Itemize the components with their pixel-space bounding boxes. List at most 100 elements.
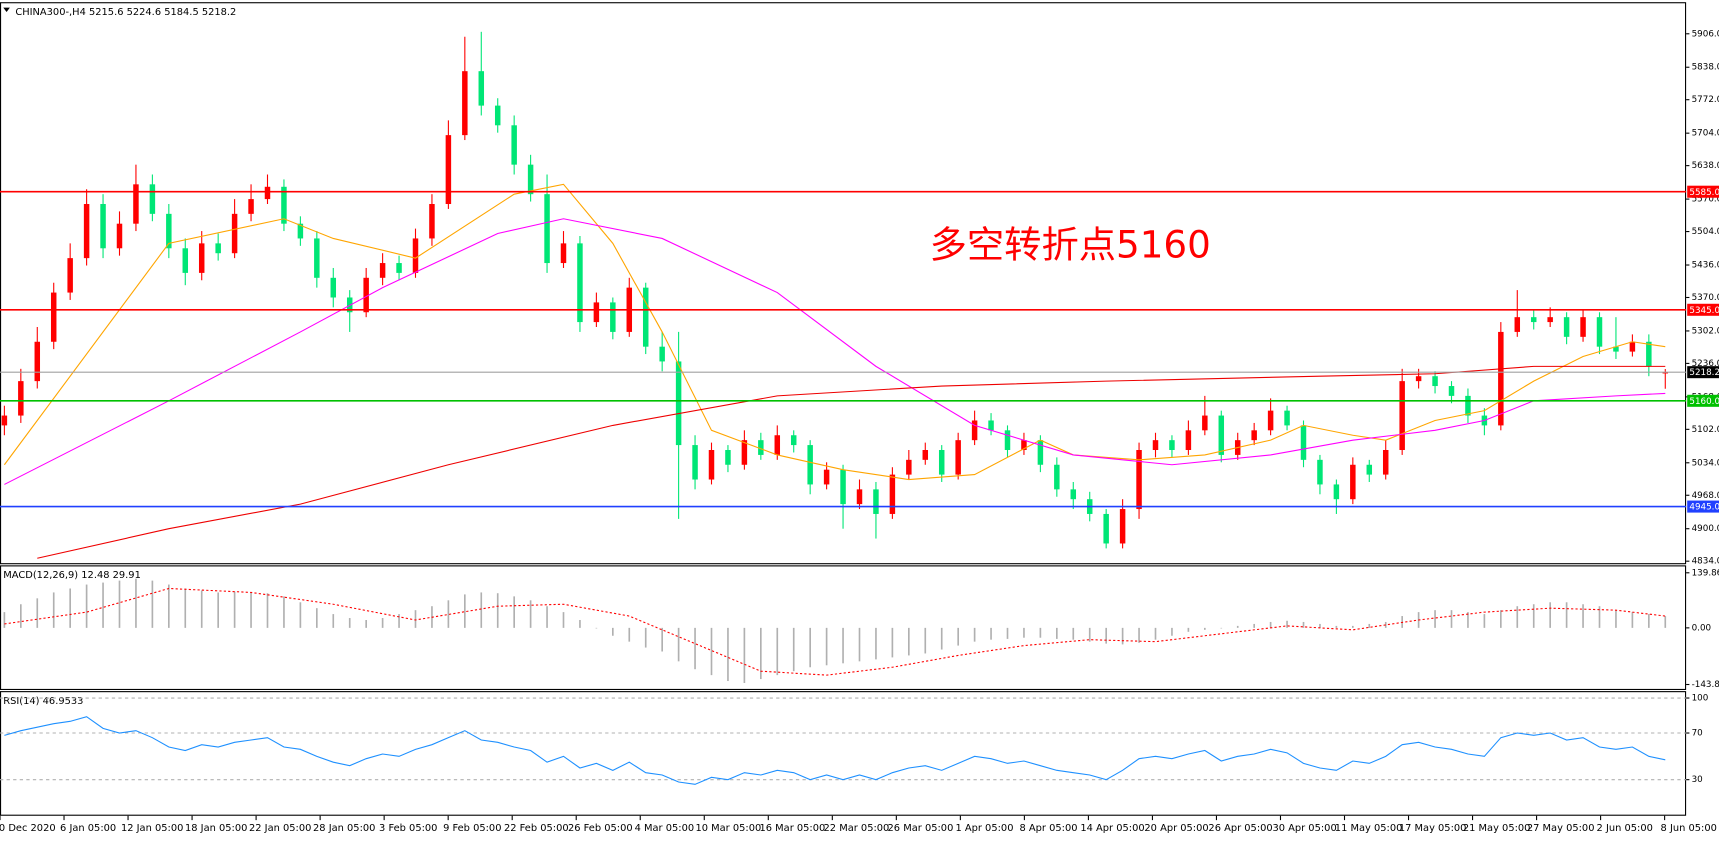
x-tick-label: 22 Mar 05:00	[824, 823, 890, 834]
annotation: 多空转折点5160	[930, 223, 1211, 267]
candle-body	[1580, 317, 1586, 337]
y-tick-label: 70	[1692, 729, 1703, 739]
macd-bar	[1302, 621, 1305, 628]
macd-bar	[1121, 627, 1124, 645]
macd-bar	[776, 627, 779, 676]
candle-body	[1119, 509, 1126, 544]
y-tick-label: 5570.0	[1692, 195, 1719, 205]
macd-bar	[628, 627, 631, 642]
macd-bar	[1648, 614, 1650, 628]
candle-body	[1498, 331, 1504, 426]
x-tick-label: 4 Mar 05:00	[635, 823, 695, 834]
candle-body	[642, 287, 649, 347]
macd-bar	[973, 627, 976, 642]
candle-body	[1448, 386, 1455, 396]
y-tick-label: 5102.0	[1692, 425, 1719, 435]
candle-body	[610, 302, 616, 332]
macd-bar	[250, 592, 252, 628]
candle-body	[1530, 317, 1537, 323]
macd-bar	[1664, 616, 1667, 628]
candle-body	[1366, 464, 1373, 475]
macd-bar	[3, 612, 6, 628]
macd-bar	[332, 614, 335, 628]
candle-body	[807, 445, 813, 485]
macd-bar	[1500, 610, 1502, 628]
candle-body	[1284, 410, 1290, 426]
candle-body	[741, 440, 748, 465]
candle-body	[1629, 341, 1636, 352]
candle-body	[215, 243, 221, 254]
macd-bar	[184, 588, 187, 628]
x-tick-label: 30 Dec 2020	[0, 823, 56, 834]
candle-body	[1382, 450, 1389, 475]
moving-average	[3, 183, 1666, 481]
y-tick-label: -143.82	[1692, 680, 1719, 690]
macd-bar	[1072, 627, 1075, 640]
level-label: 5585.0	[1689, 188, 1719, 198]
candle-body	[1169, 440, 1175, 450]
candle-body	[708, 450, 715, 480]
candle-body	[906, 459, 912, 475]
candle-body	[1070, 489, 1077, 500]
macd-bar	[727, 627, 729, 682]
macd-bar	[1269, 621, 1272, 628]
macd-bar	[1450, 610, 1453, 628]
candle-body	[511, 125, 517, 165]
level-label-box	[1687, 394, 1719, 407]
rsi-panel-frame	[0, 691, 1687, 816]
y-tick-label: 5370.0	[1692, 293, 1719, 303]
y-tick-label: 5772.0	[1692, 95, 1719, 105]
candle-body	[1251, 430, 1257, 441]
x-tick-label: 8 Apr 05:00	[1020, 823, 1078, 834]
macd-bar	[1565, 602, 1568, 628]
macd-bar	[381, 618, 384, 628]
x-tick-label: 10 Mar 05:00	[695, 823, 761, 834]
candle-body	[1514, 317, 1521, 332]
candle-body	[50, 292, 57, 342]
macd-bar	[908, 627, 910, 656]
y-tick-label: 5236.0	[1692, 359, 1719, 369]
rsi-line	[4, 716, 1666, 785]
candle-body	[1021, 440, 1027, 450]
candle-body	[1465, 395, 1471, 416]
macd-bar	[1516, 606, 1519, 628]
macd-bar	[1039, 627, 1042, 638]
x-tick-label: 1 Apr 05:00	[955, 823, 1013, 834]
menu-arrow	[3, 7, 10, 13]
candle-body	[1596, 317, 1603, 347]
macd-bar	[529, 600, 532, 628]
y-tick-label: 0.00	[1692, 623, 1712, 633]
candle-body	[938, 450, 945, 475]
macd-bar	[1467, 612, 1469, 628]
macd-bar	[595, 627, 598, 629]
macd-bar	[496, 593, 499, 628]
candle-body	[100, 204, 106, 249]
macd-bar	[135, 578, 137, 628]
level-label: 5345.0	[1689, 306, 1719, 316]
candle-body	[1202, 415, 1208, 431]
macd-bar	[612, 627, 614, 636]
y-tick-label: 4834.0	[1692, 557, 1719, 567]
candle-body	[922, 450, 929, 460]
candle-body	[577, 243, 583, 323]
macd-bar	[1138, 627, 1140, 643]
macd-bar	[579, 619, 581, 628]
macd-bar	[513, 596, 515, 628]
candle-body	[1267, 410, 1274, 431]
candle-body	[971, 420, 978, 441]
level-label-box	[1687, 500, 1719, 513]
macd-bar	[102, 582, 104, 628]
macd-bar	[1171, 627, 1173, 636]
macd-bar	[710, 627, 713, 676]
candle-body	[1415, 376, 1422, 382]
macd-bar	[1006, 627, 1009, 639]
candle-body	[1662, 372, 1669, 374]
macd-bar	[1319, 623, 1321, 628]
candle-body	[1399, 381, 1405, 450]
candle-body	[774, 435, 781, 455]
candle-body	[1103, 513, 1109, 544]
macd-bar	[858, 627, 861, 662]
candle-body	[1432, 376, 1438, 387]
macd-bar	[36, 598, 39, 628]
